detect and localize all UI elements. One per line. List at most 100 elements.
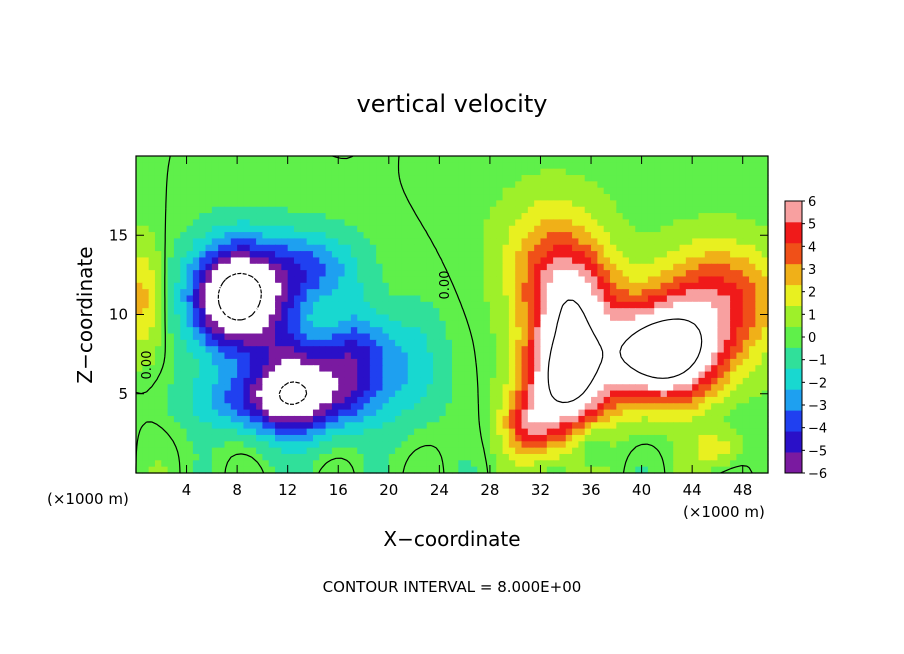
field-cell [281, 365, 289, 373]
field-cell [148, 422, 156, 430]
field-cell [319, 314, 327, 322]
field-cell [553, 187, 561, 195]
field-cell [527, 225, 535, 233]
field-cell [641, 225, 649, 233]
field-cell [666, 422, 674, 430]
field-cell [685, 301, 693, 309]
field-cell [628, 289, 636, 297]
field-cell [742, 320, 750, 328]
field-cell [439, 162, 447, 170]
field-cell [205, 200, 213, 208]
field-cell [711, 314, 719, 322]
field-cell [136, 434, 143, 442]
field-cell [730, 175, 737, 182]
field-cell [730, 333, 737, 341]
field-cell [237, 396, 245, 404]
field-cell [673, 257, 681, 265]
field-cell [142, 238, 150, 246]
field-cell [281, 181, 289, 189]
field-cell [205, 365, 213, 373]
field-cell [572, 358, 579, 366]
field-cell [154, 377, 162, 385]
field-cell [186, 213, 194, 220]
field-cell [350, 219, 358, 227]
field-cell [742, 384, 750, 392]
field-cell [692, 396, 700, 404]
field-cell [192, 244, 200, 252]
field-cell [502, 308, 510, 316]
field-cell [388, 428, 396, 436]
field-cell [616, 181, 624, 189]
field-cell [527, 358, 535, 366]
field-cell [199, 219, 207, 227]
field-cell [647, 295, 655, 303]
field-cell [420, 339, 428, 347]
field-cell [414, 225, 421, 233]
field-cell [173, 162, 181, 170]
field-cell [325, 308, 333, 316]
field-cell [489, 333, 497, 341]
field-cell [521, 232, 529, 240]
field-cell [496, 441, 504, 449]
field-cell [300, 244, 308, 252]
field-cell [755, 175, 763, 182]
field-cell [325, 409, 333, 417]
field-cell [489, 206, 497, 214]
field-cell [224, 320, 232, 328]
field-cell [635, 181, 643, 189]
field-cell [376, 390, 384, 398]
field-cell [489, 181, 497, 189]
field-cell [508, 200, 516, 208]
field-cell [173, 194, 181, 201]
field-cell [597, 327, 605, 335]
field-cell [433, 314, 440, 322]
field-cell [527, 244, 535, 252]
field-cell [148, 206, 156, 214]
field-cell [711, 365, 719, 373]
field-cell [237, 156, 245, 163]
field-cell [186, 308, 194, 316]
field-cell [167, 403, 175, 411]
field-cell [755, 187, 763, 195]
field-cell [755, 434, 763, 442]
field-cell [300, 358, 308, 366]
field-cell [294, 453, 301, 461]
field-cell [420, 403, 428, 411]
field-cell [186, 333, 194, 341]
field-cell [477, 434, 485, 442]
field-cell [698, 352, 706, 360]
field-cell [502, 327, 510, 335]
field-cell [148, 251, 156, 259]
field-cell [502, 390, 510, 398]
field-cell [249, 327, 257, 335]
field-cell [736, 308, 744, 316]
field-cell [622, 434, 630, 442]
field-cell [268, 339, 276, 347]
field-cell [477, 251, 485, 259]
field-cell [154, 301, 162, 309]
field-cell [647, 200, 655, 208]
field-cell [730, 415, 737, 423]
field-cell [527, 441, 535, 449]
field-cell [717, 441, 725, 449]
field-cell [445, 314, 453, 322]
field-cell [723, 434, 731, 442]
field-cell [464, 453, 472, 461]
field-cell [287, 200, 295, 208]
field-cell [439, 339, 447, 347]
field-cell [211, 460, 219, 468]
field-cell [312, 409, 320, 417]
field-cell [553, 295, 561, 303]
field-cell [635, 225, 643, 233]
field-cell [294, 219, 301, 227]
field-cell [433, 244, 440, 252]
field-cell [173, 225, 181, 233]
field-cell [736, 377, 744, 385]
field-cell [426, 409, 434, 417]
field-cell [287, 422, 295, 430]
field-cell [294, 162, 301, 170]
field-cell [319, 282, 327, 290]
field-cell [603, 396, 611, 404]
field-cell [344, 301, 352, 309]
field-cell [173, 181, 181, 189]
